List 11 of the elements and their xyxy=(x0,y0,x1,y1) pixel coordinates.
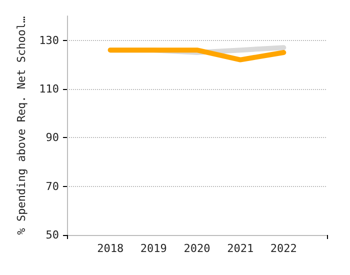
x-tick-label: 2018 xyxy=(97,242,124,255)
x-tick-label: 2020 xyxy=(184,242,210,255)
x-tick-label: 2021 xyxy=(227,242,254,255)
y-axis-title: % Spending above Req. Net School… xyxy=(15,16,28,235)
x-tick-label: 2022 xyxy=(270,242,297,255)
y-tick-label: 90 xyxy=(46,131,59,144)
y-tick-label: 50 xyxy=(46,228,59,242)
y-tick-label: 70 xyxy=(46,180,59,193)
x-tick-label: 2019 xyxy=(140,242,167,255)
y-tick-label: 110 xyxy=(39,82,59,96)
y-tick-label: 130 xyxy=(39,34,59,47)
